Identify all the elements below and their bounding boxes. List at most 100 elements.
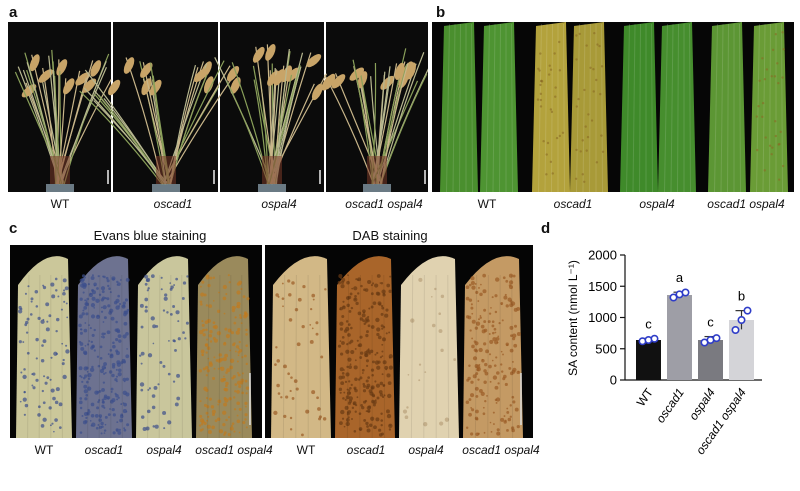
stain-spot xyxy=(465,296,470,301)
stain-spot xyxy=(112,341,115,345)
stain-spot xyxy=(84,322,87,324)
stain-spot xyxy=(370,385,375,390)
stain-spot xyxy=(471,408,475,412)
stain-spot xyxy=(505,279,509,283)
stain-spot xyxy=(309,324,312,326)
stain-spot xyxy=(146,409,151,414)
lesion xyxy=(554,95,557,98)
stain-spot xyxy=(79,431,83,434)
stain-spot xyxy=(205,274,209,278)
stain-spot xyxy=(222,296,227,301)
stain-spot xyxy=(345,326,350,332)
stain-spot xyxy=(354,347,357,350)
lesion xyxy=(577,97,580,101)
stain-spot xyxy=(24,292,27,295)
leaf-vein xyxy=(410,274,414,438)
stain-spot xyxy=(29,313,33,316)
stain-spot xyxy=(99,356,103,360)
lesion xyxy=(761,101,765,105)
stain-spot xyxy=(122,334,127,339)
stain-spot xyxy=(434,287,437,291)
stain-spot xyxy=(234,383,238,386)
stain-spot xyxy=(62,358,65,362)
lesion xyxy=(781,31,784,34)
stain-spot xyxy=(367,324,371,328)
stain-spot xyxy=(370,284,373,287)
stain-spot xyxy=(511,360,514,363)
stain-spot xyxy=(231,309,235,313)
leaf-vein xyxy=(487,274,489,438)
panicle xyxy=(29,54,40,72)
stain-spot xyxy=(118,428,121,432)
stain-spot xyxy=(514,324,518,328)
lesion xyxy=(539,105,543,108)
stain-spot xyxy=(497,382,500,385)
stain-spot xyxy=(339,327,344,331)
stain-spot xyxy=(494,331,497,334)
stain-spot xyxy=(509,404,512,407)
stain-spot xyxy=(289,428,293,431)
data-point xyxy=(650,334,659,343)
stain-spot xyxy=(103,332,106,335)
stain-spot xyxy=(35,337,39,342)
stain-spot xyxy=(123,402,127,407)
panel-c-dab-label-wt: WT xyxy=(296,443,316,457)
stain-spot xyxy=(348,341,352,345)
stain-spot xyxy=(239,283,242,286)
stain-spot xyxy=(205,396,209,400)
stain-spot xyxy=(347,323,351,326)
stain-spot xyxy=(365,364,369,367)
panel-a-label-ospal4: ospal4 xyxy=(261,197,297,211)
lesion xyxy=(575,58,578,61)
pot xyxy=(46,184,74,192)
stain-spot xyxy=(211,425,215,430)
stain-spot xyxy=(439,421,444,426)
leaf-vein xyxy=(601,23,603,192)
stain-spot xyxy=(237,327,241,332)
stain-spot xyxy=(25,320,29,325)
stain-spot xyxy=(227,433,231,437)
leaf-vein xyxy=(241,274,243,438)
stain-spot xyxy=(84,299,87,302)
stain-spot xyxy=(99,368,105,374)
stain-spot xyxy=(66,316,69,319)
stain-spot xyxy=(291,281,295,285)
stain-spot xyxy=(85,312,89,316)
panicle xyxy=(394,62,405,80)
stain-spot xyxy=(201,280,205,284)
stain-spot xyxy=(508,273,513,278)
stain-spot xyxy=(98,389,102,393)
stain-spot xyxy=(83,384,88,389)
stain-spot xyxy=(364,317,369,322)
lesion xyxy=(558,134,562,138)
stain-spot xyxy=(389,275,392,278)
stain-spot xyxy=(224,353,229,358)
stain-spot xyxy=(111,408,115,412)
stain-spot xyxy=(116,360,121,365)
stain-spot xyxy=(62,291,66,296)
stain-spot xyxy=(482,273,486,278)
stain-spot xyxy=(500,363,503,366)
stain-spot xyxy=(57,295,60,298)
stain-spot xyxy=(475,432,479,437)
stain-spot xyxy=(22,397,27,402)
stain-spot xyxy=(91,422,96,427)
stain-spot xyxy=(366,410,369,413)
stain-spot xyxy=(507,297,512,302)
stain-spot xyxy=(244,418,247,421)
panicle xyxy=(273,69,285,86)
stain-spot xyxy=(85,393,88,397)
stain-spot xyxy=(173,284,176,287)
stain-spot xyxy=(90,276,95,281)
panicle xyxy=(265,44,276,61)
stain-spot xyxy=(341,372,345,375)
stain-spot xyxy=(244,379,248,383)
lesion xyxy=(575,34,578,37)
stain-spot xyxy=(82,291,85,294)
lesion xyxy=(589,66,592,69)
stain-spot xyxy=(366,425,369,428)
stain-spot xyxy=(438,312,442,315)
stain-spot xyxy=(222,423,226,427)
stain-spot xyxy=(365,379,369,383)
lesion xyxy=(545,153,548,156)
